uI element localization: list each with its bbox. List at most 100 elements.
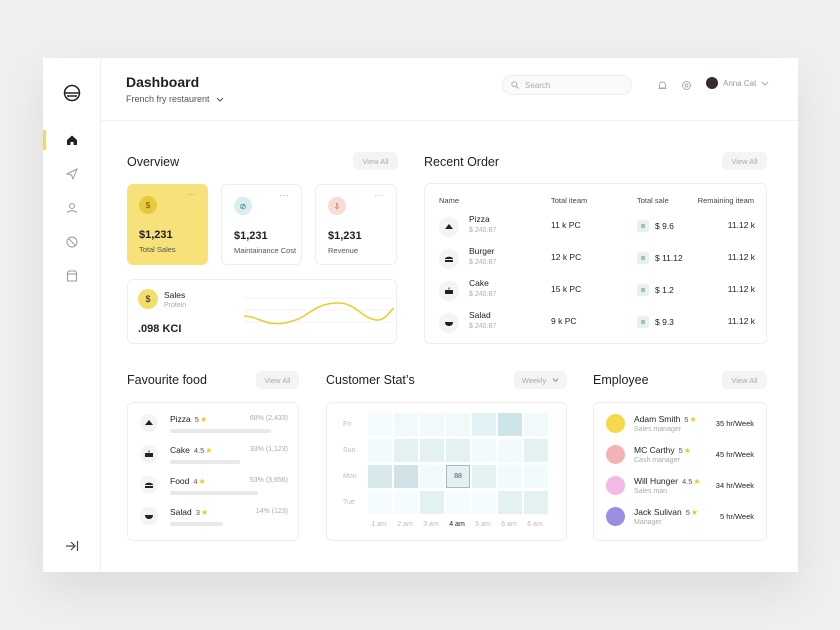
user-icon xyxy=(67,203,77,214)
favourite-food-title: Favourite food xyxy=(127,373,207,387)
heatmap-cell[interactable] xyxy=(524,491,548,514)
heatmap-cell[interactable] xyxy=(420,465,444,488)
time-label: 3 am xyxy=(423,521,439,528)
list-item[interactable]: Adam Smith 5★ Sales manager 35 hr/Week xyxy=(594,412,766,442)
heatmap-cell[interactable] xyxy=(394,413,418,436)
food-name: Pizza xyxy=(170,414,191,424)
table-row[interactable]: Pizza $ 240.87 11 k PC ⊘ $ 9.6 11.12 k xyxy=(425,213,767,243)
order-price: $ 240.87 xyxy=(469,323,497,330)
column-header-name: Name xyxy=(439,196,460,205)
favourite-food-view-all-button[interactable]: View All xyxy=(256,371,299,389)
heatmap-cell[interactable] xyxy=(368,465,392,488)
avatar xyxy=(706,77,718,89)
heatmap-cell[interactable] xyxy=(446,413,470,436)
sidebar-item-store[interactable] xyxy=(43,266,101,286)
list-item[interactable]: Will Hunger 4.5★ Sales man 34 hr/Week xyxy=(594,474,766,504)
heatmap-cell[interactable] xyxy=(498,465,522,488)
sidebar-item-home[interactable] xyxy=(43,130,101,150)
food-name: Salad xyxy=(170,507,192,517)
employee-role: Sales man xyxy=(634,488,668,495)
sidebar-item-money[interactable] xyxy=(43,232,101,252)
heatmap-cell[interactable] xyxy=(472,491,496,514)
overview-view-all-button[interactable]: View All xyxy=(353,152,398,170)
heatmap-cell[interactable] xyxy=(524,465,548,488)
total-sales-card[interactable]: $ ··· $1,231 Total Sales xyxy=(127,184,208,265)
order-total-item: 11 k PC xyxy=(551,220,581,230)
employee-rating: 5 xyxy=(678,446,683,455)
heatmap-cell[interactable] xyxy=(472,465,496,488)
column-header-total-sale: Total sale xyxy=(637,196,669,205)
heatmap-cell-highlight[interactable]: 88 xyxy=(446,465,470,488)
star-icon: ★ xyxy=(198,477,206,486)
more-options-icon[interactable]: ··· xyxy=(279,191,289,200)
collapse-sidebar-icon[interactable] xyxy=(64,538,80,554)
heatmap-cell[interactable] xyxy=(498,439,522,462)
heatmap-cell[interactable] xyxy=(368,491,392,514)
store-icon xyxy=(66,270,78,282)
food-progress-bar xyxy=(170,429,271,433)
avatar xyxy=(606,476,625,495)
heatmap-cell[interactable] xyxy=(420,491,444,514)
list-item[interactable]: Jack Sulivan 5★ Manager 5 hr/Week xyxy=(594,505,766,535)
sales-title: Sales xyxy=(164,290,186,300)
list-item[interactable]: Food 4★ 53% (3,656) xyxy=(128,474,300,504)
list-item[interactable]: Pizza 5★ 68% (2,433) xyxy=(128,412,300,442)
chevron-down-icon xyxy=(216,97,223,102)
order-sale-value: $ 9.3 xyxy=(655,317,674,327)
search-box[interactable] xyxy=(502,75,632,95)
heatmap-cell[interactable] xyxy=(394,465,418,488)
heatmap-cell[interactable] xyxy=(368,439,392,462)
star-icon: ★ xyxy=(205,446,213,455)
list-item[interactable]: Cake 4.5★ 33% (1,123) xyxy=(128,443,300,473)
star-icon: ★ xyxy=(693,477,701,486)
employee-view-all-button[interactable]: View All xyxy=(722,371,767,389)
search-input[interactable] xyxy=(525,80,615,90)
column-header-total-item: Total iteam xyxy=(551,196,588,205)
bell-icon[interactable] xyxy=(657,80,668,91)
heatmap-cell[interactable] xyxy=(420,413,444,436)
employee-rating: 5 xyxy=(685,508,690,517)
table-row[interactable]: Burger $ 240.87 12 k PC ⊘ $ 11.12 11.12 k xyxy=(425,245,767,275)
period-selector[interactable]: Weekly xyxy=(514,371,567,389)
more-options-icon[interactable]: ··· xyxy=(374,191,384,200)
app-window: Dashboard French fry restaurent Anna Cat… xyxy=(43,58,798,572)
heatmap-cell[interactable] xyxy=(394,491,418,514)
search-icon xyxy=(511,81,519,89)
sales-protein-card[interactable]: $ Sales Protein .098 KCI xyxy=(127,279,397,344)
heatmap-cell[interactable] xyxy=(368,413,392,436)
revenue-label: Revenue xyxy=(328,246,359,255)
heatmap-cell[interactable] xyxy=(524,413,548,436)
overview-title: Overview xyxy=(127,155,180,169)
user-name: Anna Cat xyxy=(723,78,757,88)
heatmap-cell[interactable] xyxy=(472,413,496,436)
day-label: Fri xyxy=(343,421,352,428)
burger-icon xyxy=(439,249,459,269)
restaurant-selector[interactable]: French fry restaurent xyxy=(126,94,224,104)
heatmap-cell[interactable] xyxy=(524,439,548,462)
revenue-card[interactable]: ⇩ ··· $1,231 Revenue xyxy=(315,184,397,265)
order-sale-value: $ 1.2 xyxy=(655,285,674,295)
user-menu[interactable]: Anna Cat xyxy=(706,77,769,89)
settings-gear-icon[interactable] xyxy=(681,80,692,91)
more-options-icon[interactable]: ··· xyxy=(186,190,196,199)
heatmap-cell[interactable] xyxy=(446,439,470,462)
heatmap-cell[interactable] xyxy=(498,491,522,514)
table-row[interactable]: Cake $ 240.87 15 k PC ⊘ $ 1.2 11.12 k xyxy=(425,277,767,307)
time-label: 6 am xyxy=(527,521,543,528)
heatmap-cell[interactable] xyxy=(394,439,418,462)
star-icon: ★ xyxy=(200,508,209,517)
maintenance-cost-card[interactable]: ⊘ ··· $1,231 Maintainance Cost xyxy=(221,184,302,265)
heatmap-cell[interactable] xyxy=(498,413,522,436)
list-item[interactable]: Salad 3★ 14% (123) xyxy=(128,505,300,535)
star-icon: ★ xyxy=(690,508,699,517)
table-row[interactable]: Salad $ 240.87 9 k PC ⊘ $ 9.3 11.12 k xyxy=(425,309,767,339)
heatmap-cell[interactable] xyxy=(472,439,496,462)
heatmap-cell[interactable] xyxy=(446,491,470,514)
recent-order-view-all-button[interactable]: View All xyxy=(722,152,767,170)
sidebar-item-user[interactable] xyxy=(43,198,101,218)
food-name: Cake xyxy=(170,445,190,455)
heatmap-cell[interactable] xyxy=(420,439,444,462)
list-item[interactable]: MC Carthy 5★ Cash manager 45 hr/Week xyxy=(594,443,766,473)
sidebar-item-send[interactable] xyxy=(43,164,101,184)
employee-hours: 35 hr/Week xyxy=(715,419,754,428)
